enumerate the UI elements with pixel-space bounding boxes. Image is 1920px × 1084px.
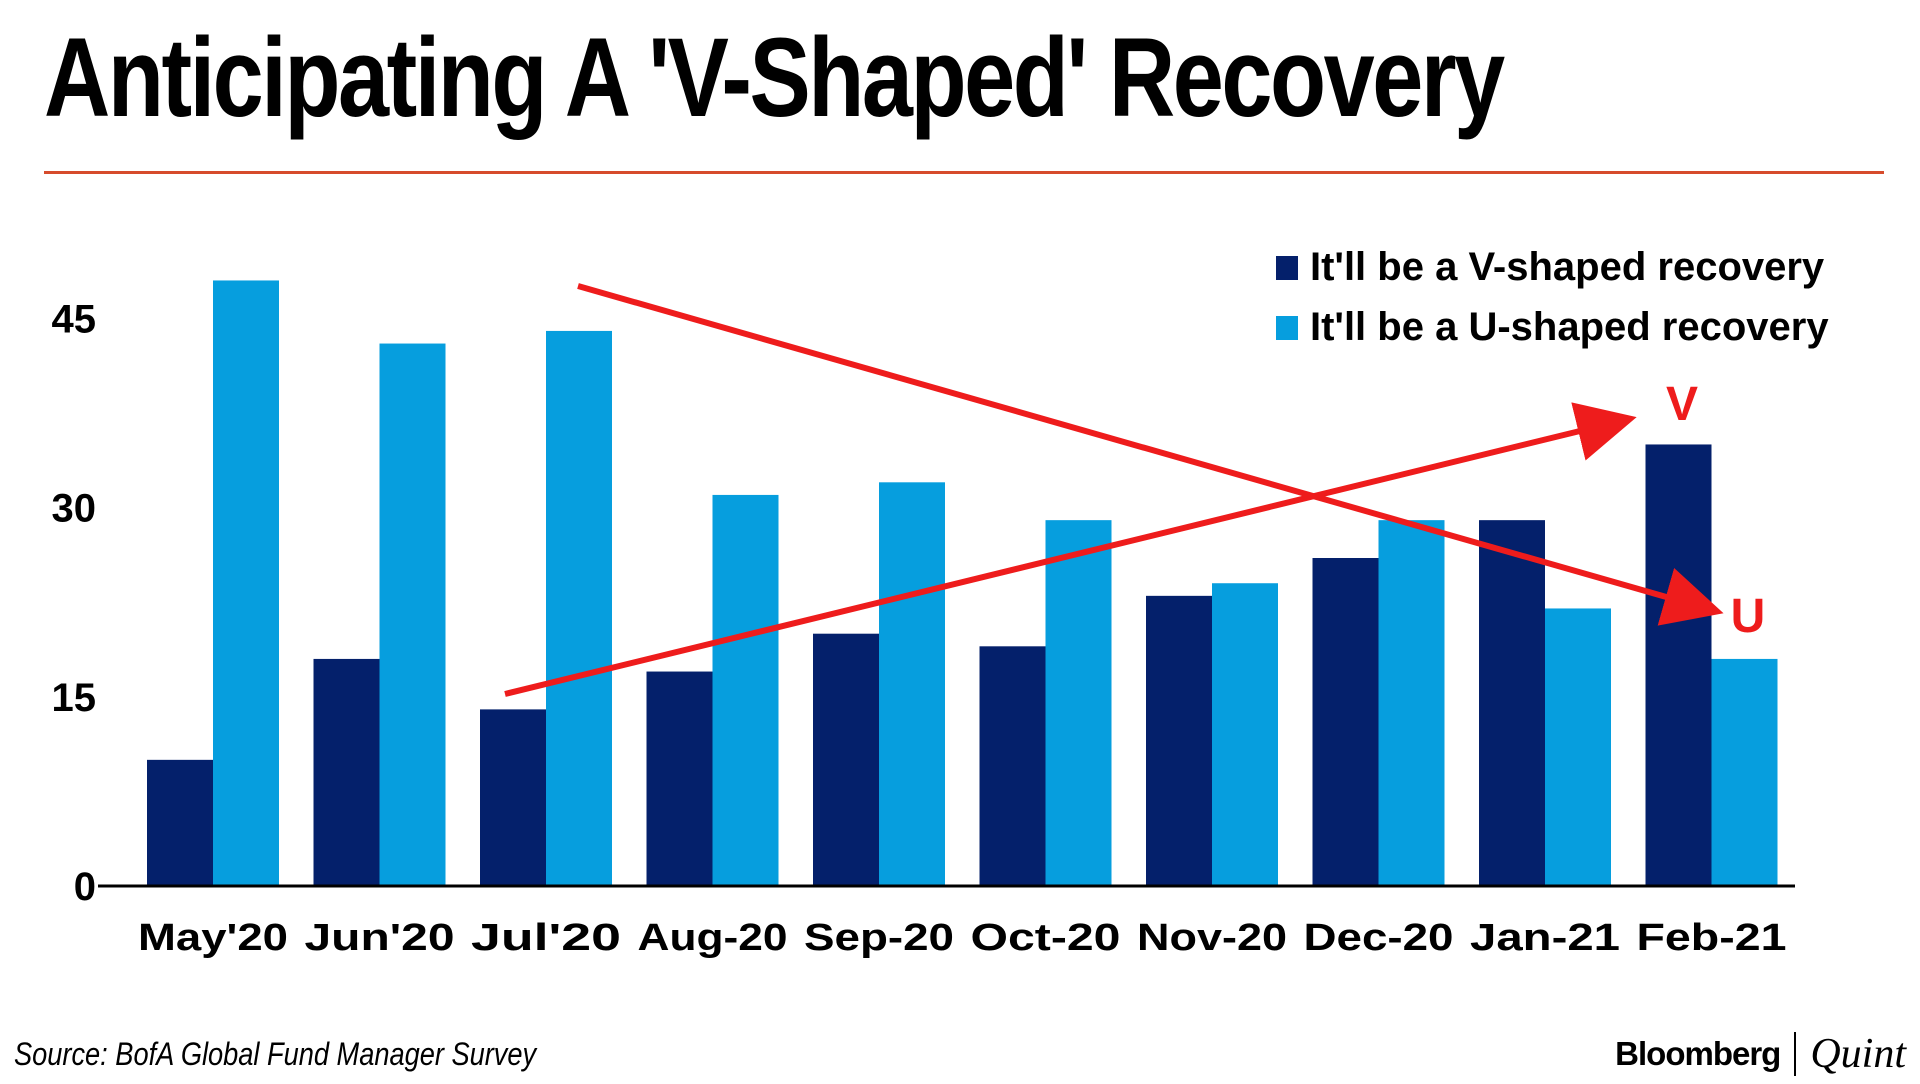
y-tick-label-3: 45 [52,297,97,341]
bars-group [147,280,1778,886]
bar-v-6 [1146,595,1212,886]
bar-v-3 [646,671,713,886]
bar-v-5 [979,646,1046,886]
bar-u-2 [546,330,612,886]
legend-swatch-u [1276,316,1298,340]
bar-u-6 [1212,583,1278,886]
x-tick-label-6: Nov-20 [1137,917,1287,959]
bar-v-7 [1312,558,1379,886]
trend-arrows: V U [504,283,1766,697]
brand-logo: Bloomberg Quint [1615,1030,1906,1078]
bar-u-4 [879,482,945,886]
bar-u-7 [1378,520,1445,886]
y-tick-label-0: 0 [74,865,96,909]
bar-v-9 [1645,444,1712,886]
x-tick-label-1: Jun'20 [305,917,455,959]
bar-v-4 [813,633,879,886]
bar-v-2 [480,709,546,886]
legend-label-u: It'll be a U-shaped recovery [1310,305,1829,349]
u-trend-arrow [577,283,1724,626]
chart-title: Anticipating A 'V-Shaped' Recovery [44,15,1505,140]
bar-v-1 [313,658,380,886]
x-tick-label-7: Dec-20 [1304,917,1454,959]
u-annotation-label: U [1731,590,1766,643]
v-annotation-label: V [1666,378,1698,431]
y-axis-ticks: 0 15 30 45 [52,297,97,909]
x-tick-label-9: Feb-21 [1637,917,1787,959]
title-rule [44,171,1884,174]
bar-u-3 [712,494,779,886]
legend: It'll be a V-shaped recovery It'll be a … [1276,245,1829,349]
y-tick-label-2: 30 [52,487,97,531]
brand-quint: Quint [1810,1031,1906,1077]
x-tick-label-0: May'20 [138,917,288,959]
x-tick-label-3: Aug-20 [638,917,788,959]
x-tick-label-5: Oct-20 [971,917,1121,959]
x-tick-label-2: Jul'20 [471,917,621,959]
x-axis-labels: May'20 Jun'20 Jul'20 Aug-20 Sep-20 Oct-20 Nov-… [138,917,1787,959]
bar-u-8 [1545,608,1611,886]
source-note: Source: BofA Global Fund Manager Survey [14,1036,537,1072]
x-tick-label-4: Sep-20 [804,917,954,959]
v-trend-arrow [504,402,1637,697]
bar-v-0 [147,759,213,886]
brand-divider [1794,1032,1797,1076]
bar-v-8 [1479,520,1545,886]
bar-u-1 [379,343,446,886]
bar-u-5 [1045,520,1112,886]
bar-u-0 [213,280,279,886]
brand-bloomberg: Bloomberg [1615,1035,1781,1072]
y-tick-label-1: 15 [52,676,97,720]
legend-label-v: It'll be a V-shaped recovery [1310,245,1825,289]
bar-u-9 [1711,658,1778,886]
legend-swatch-v [1276,256,1298,280]
x-tick-label-8: Jan-21 [1470,917,1620,959]
